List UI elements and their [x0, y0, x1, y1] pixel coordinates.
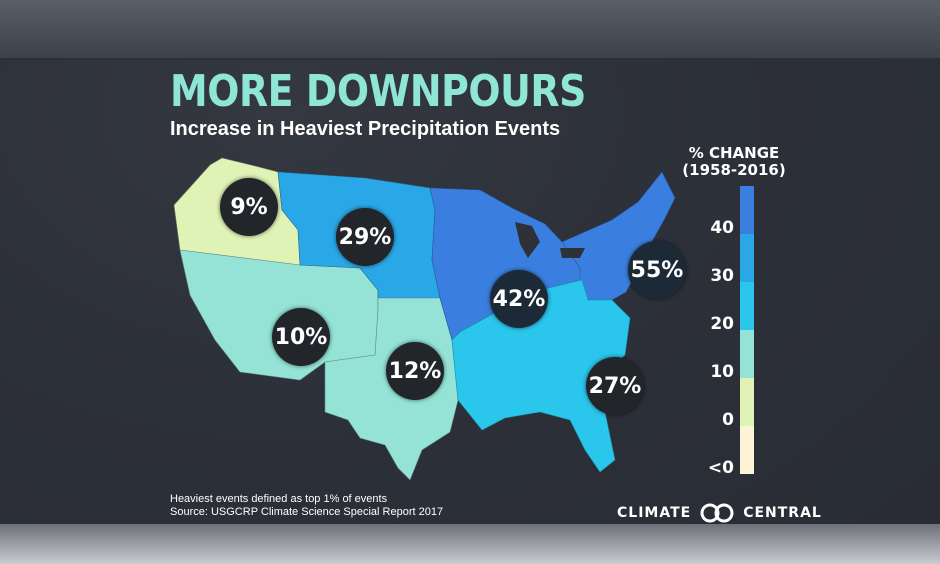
legend-tick-10: 10: [710, 362, 734, 382]
badge-great-plains-south: 12%: [386, 342, 444, 400]
legend-tick-30: 30: [710, 266, 734, 286]
footnote-definition: Heaviest events defined as top 1% of eve…: [170, 493, 388, 505]
legend-swatch-40-plus: [740, 186, 754, 234]
footnote-source: Source: USGCRP Climate Science Special R…: [170, 506, 444, 518]
great-lakes: [515, 222, 540, 258]
badge-northeast: 55%: [628, 241, 686, 299]
brand-logo: CLIMATE CENTRAL: [617, 502, 822, 524]
climate-central-logo-icon: [700, 503, 734, 523]
brand-name-left: CLIMATE: [617, 505, 692, 521]
legend-color-bar: [740, 186, 754, 474]
legend-title: % CHANGE (1958-2016): [664, 145, 804, 179]
page-subtitle: Increase in Heaviest Precipitation Event…: [170, 118, 561, 140]
legend-tick-40: 40: [710, 218, 734, 238]
legend-swatch-below-0: [740, 426, 754, 474]
legend-title-line2: (1958-2016): [682, 161, 786, 179]
great-lakes-east: [560, 248, 585, 258]
footnote: Heaviest events defined as top 1% of eve…: [170, 493, 443, 519]
brand-name-right: CENTRAL: [743, 505, 822, 521]
legend-tick-20: 20: [710, 314, 734, 334]
badge-northwest: 9%: [220, 178, 278, 236]
badge-great-plains-north: 29%: [336, 208, 394, 266]
page-title: MORE DOWNPOURS: [170, 66, 586, 117]
badge-southwest: 10%: [272, 308, 330, 366]
badge-midwest: 42%: [490, 270, 548, 328]
storm-background-bottom: [0, 524, 940, 564]
legend-title-line1: % CHANGE: [688, 144, 780, 162]
legend-swatch-0-10: [740, 378, 754, 426]
legend-tick-below-0: <0: [707, 458, 734, 478]
legend-swatch-30-40: [740, 234, 754, 282]
storm-background-top: [0, 0, 940, 60]
badge-southeast: 27%: [586, 357, 644, 415]
legend-swatch-20-30: [740, 282, 754, 330]
legend-tick-0: 0: [722, 410, 734, 430]
legend-swatch-10-20: [740, 330, 754, 378]
